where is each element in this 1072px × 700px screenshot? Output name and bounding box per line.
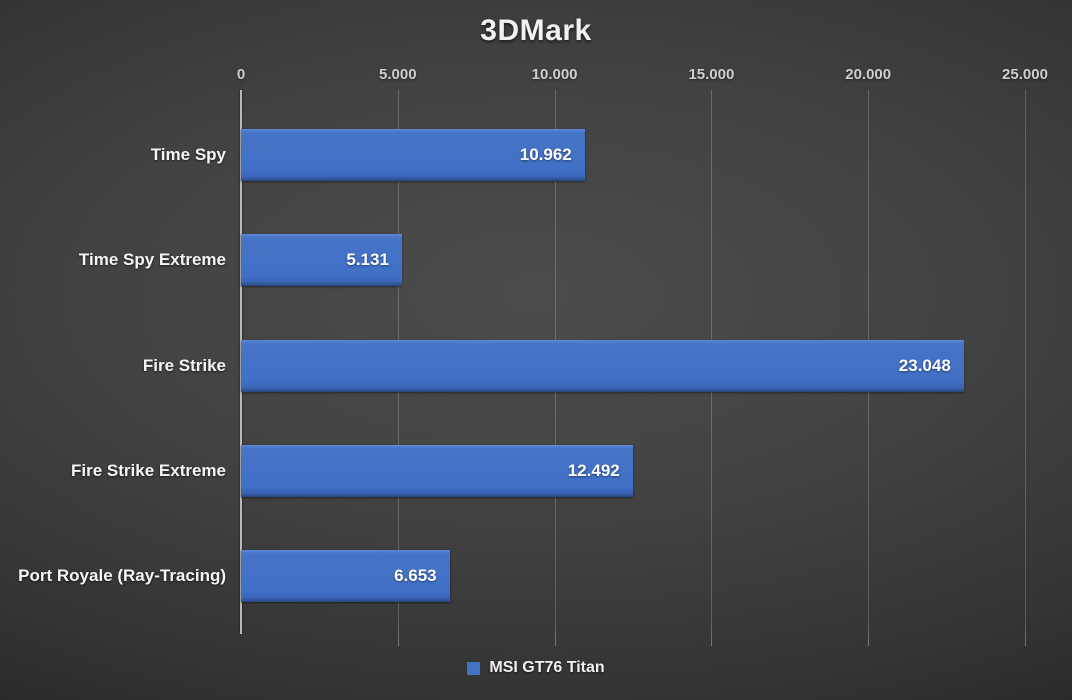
legend-label: MSI GT76 Titan <box>489 659 605 676</box>
bar: 12.492 <box>241 444 633 497</box>
bar-value-label: 6.653 <box>394 566 437 586</box>
bar-value-label: 12.492 <box>567 460 620 480</box>
chart-row: Fire Strike 23.048 <box>143 313 1025 418</box>
chart-row: Time Spy 10.962 <box>151 102 1025 207</box>
category-label: Fire Strike <box>142 355 226 375</box>
x-axis-tick-label: 25.000 <box>1002 66 1048 83</box>
x-axis-tick-label: 0 <box>236 66 246 83</box>
bar: 10.962 <box>241 128 585 181</box>
category-label: Port Royale (Ray-Tracing) <box>18 566 226 586</box>
bar-value-label: 10.962 <box>519 144 572 164</box>
x-axis-tick-label: 15.000 <box>688 66 735 83</box>
bar-rows: Time Spy 10.962 Time Spy Extreme 5.131 Fire … <box>18 102 1025 629</box>
category-label: Time Spy <box>150 144 226 164</box>
bar: 23.048 <box>241 339 964 392</box>
bar: 5.131 <box>241 234 402 287</box>
category-label: Time Spy Extreme <box>78 250 226 270</box>
bar: 6.653 <box>241 550 450 603</box>
chart-row: Time Spy Extreme 5.131 <box>79 207 1025 312</box>
chart-row: Fire Strike Extreme 12.492 <box>71 418 1025 523</box>
chart-title: 3DMark <box>480 14 592 47</box>
x-axis-tick-label: 20.000 <box>845 66 892 83</box>
plot-area: Time Spy 10.962 Time Spy Extreme 5.131 Fire … <box>18 90 1026 646</box>
legend: MSI GT76 Titan <box>0 659 1072 677</box>
legend-marker-icon <box>467 661 481 675</box>
gridline <box>1025 90 1026 646</box>
chart-row: Port Royale (Ray-Tracing) 6.653 <box>18 524 1025 629</box>
category-label: Fire Strike Extreme <box>71 460 226 480</box>
x-axis-tick-label: 5.000 <box>379 66 417 83</box>
x-axis-tick-label: 10.000 <box>531 66 578 83</box>
bar-value-label: 23.048 <box>898 355 951 375</box>
x-axis: 0 5.000 10.000 15.000 20.000 25.000 <box>237 66 1048 88</box>
bar-value-label: 5.131 <box>346 250 389 270</box>
